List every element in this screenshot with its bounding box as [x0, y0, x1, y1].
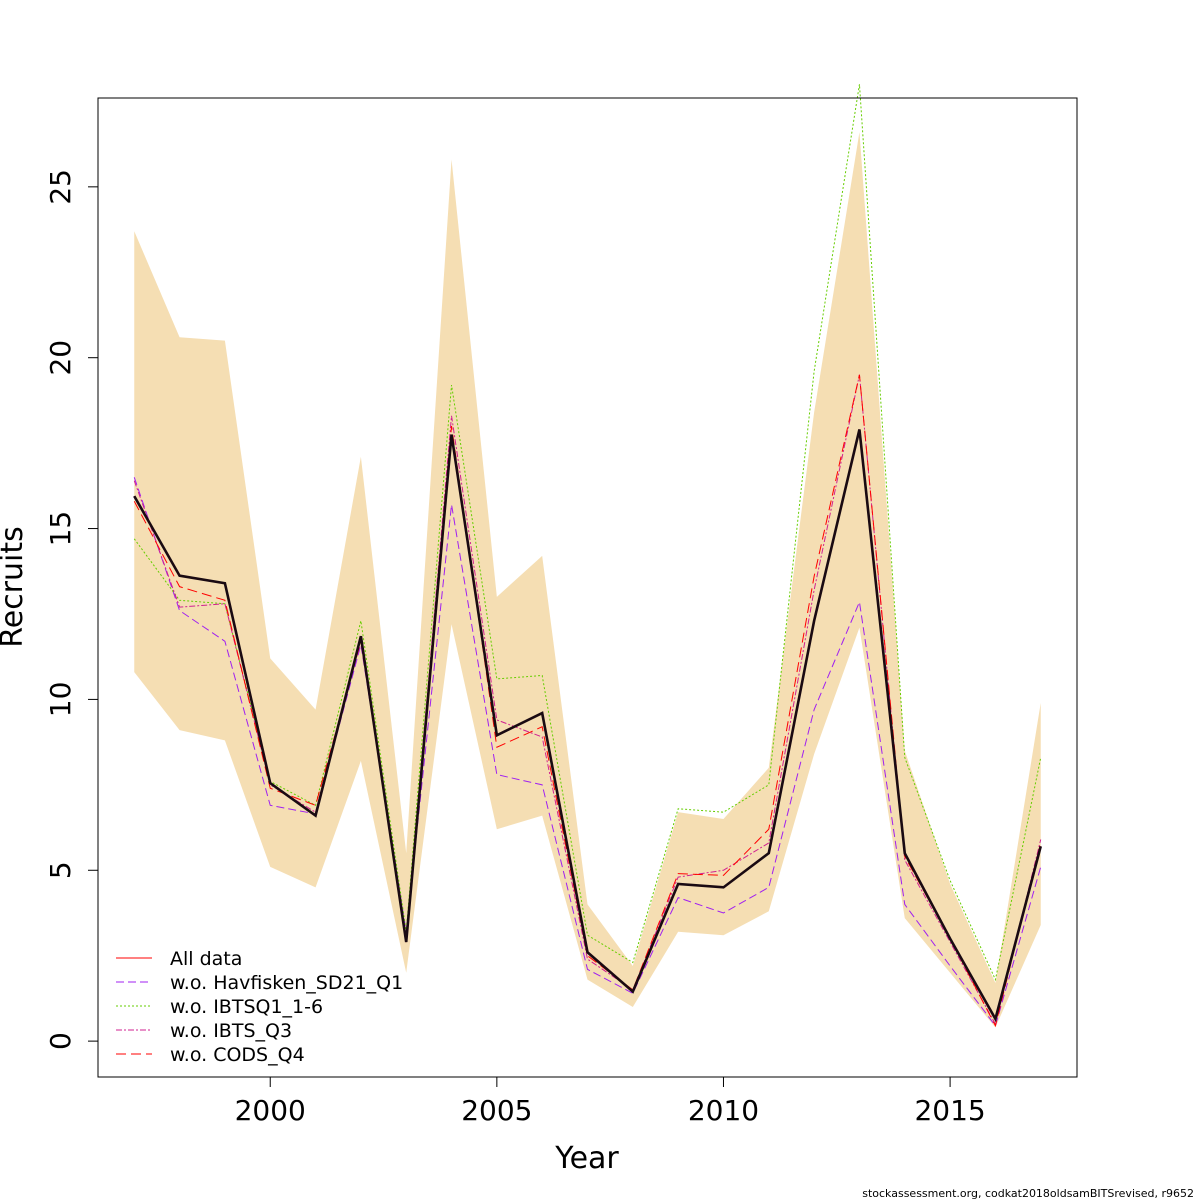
legend-label-w-o-ibts-q3: w.o. IBTS_Q3 [170, 1020, 292, 1042]
footer-note: stockassessment.org, codkat2018oldsamBIT… [862, 1187, 1194, 1200]
confidence-band-layer [134, 132, 1041, 1028]
confidence-band [134, 132, 1041, 1028]
x-axis-title: Year [554, 1141, 619, 1176]
x-tick-label: 2000 [235, 1094, 306, 1127]
y-axis-title: Recruits [0, 526, 30, 648]
y-tick-label: 5 [44, 861, 77, 879]
legend-label-w-o-havfisken-sd21-q1: w.o. Havfisken_SD21_Q1 [170, 972, 403, 994]
y-tick-label: 15 [44, 511, 77, 547]
x-tick-label: 2015 [914, 1094, 985, 1127]
main-estimate-line [133, 429, 1042, 1023]
legend-label-w-o-ibtsq1-1-6: w.o. IBTSQ1_1-6 [170, 996, 323, 1018]
y-tick-label: 25 [44, 169, 77, 205]
y-tick-label: 0 [44, 1032, 77, 1050]
legend-label-w-o-cods-q4: w.o. CODS_Q4 [170, 1044, 305, 1066]
y-tick-label: 10 [44, 682, 77, 718]
main-estimate-layer [133, 429, 1042, 1023]
series-line-w-o-havfisken-sd21-q1 [133, 477, 1042, 1027]
y-axis: 0 5 10 15 20 25 [44, 169, 99, 1050]
x-tick-label: 2010 [688, 1094, 759, 1127]
x-axis: 2000 2005 2010 2015 [235, 1076, 986, 1127]
x-tick-label: 2005 [461, 1094, 532, 1127]
y-tick-label: 20 [44, 340, 77, 376]
legend-label-all-data: All data [170, 948, 242, 970]
